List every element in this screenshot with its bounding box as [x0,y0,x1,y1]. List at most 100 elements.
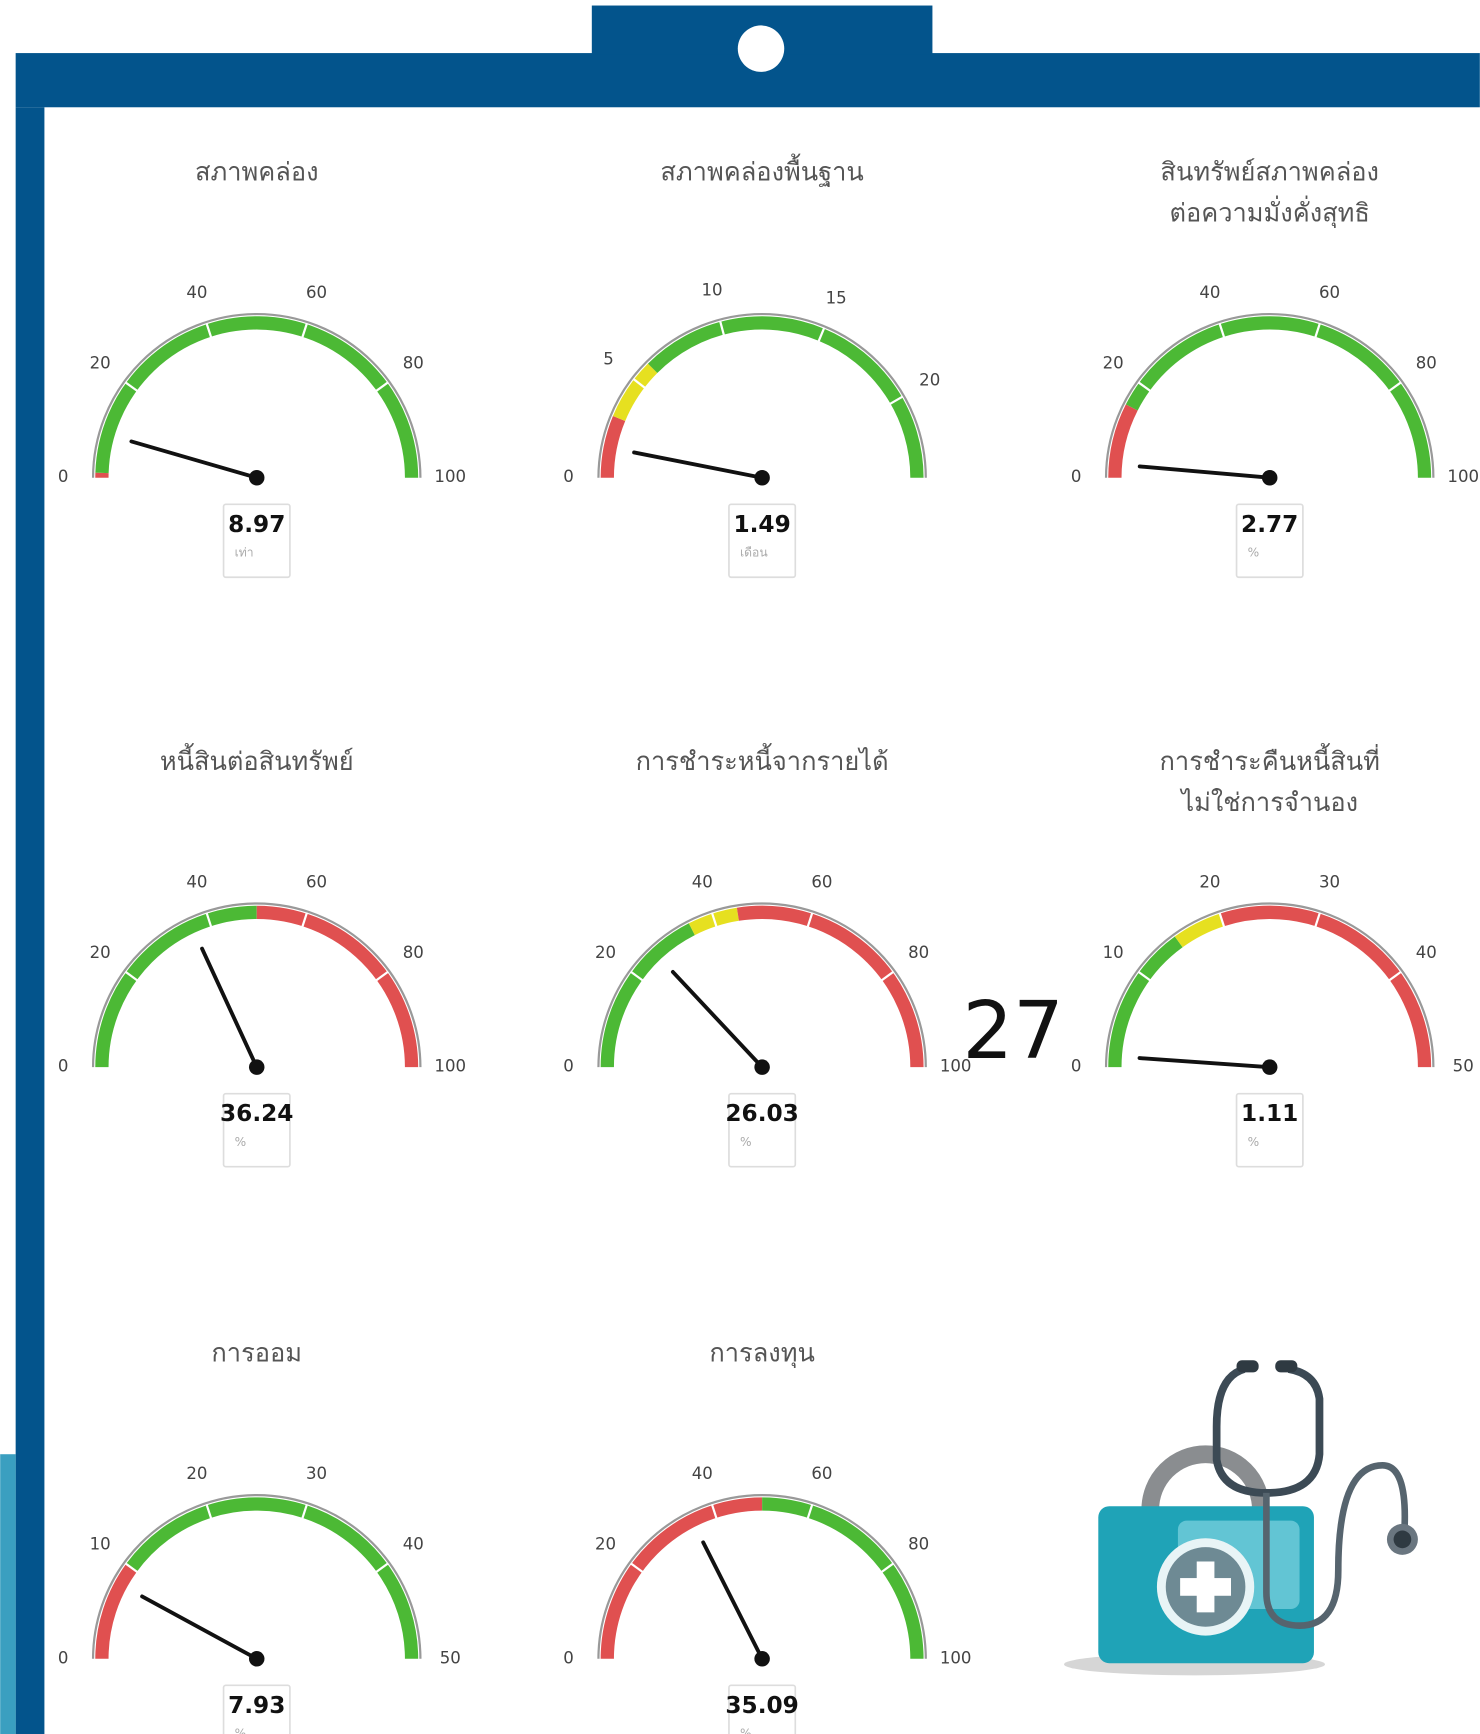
gauge-title: หนี้สินต่อสินทรัพย์ [160,743,354,776]
gauge-band [1108,404,1138,478]
needle [701,1540,765,1661]
tick-label: 0 [58,1057,69,1076]
tick-mark [205,322,213,339]
needle [140,1594,259,1661]
tick-label: 20 [90,943,111,962]
gauge-band [600,415,626,478]
tick-label: 40 [692,873,713,892]
tick-label: 60 [1319,283,1340,302]
tick-label: 0 [58,1648,69,1667]
gauge-band [762,1497,924,1659]
value-box [728,1092,797,1168]
gauge-rim [91,313,422,478]
tab-hole [737,25,785,72]
unit-label: เท่า [235,545,254,559]
tick-label: 50 [440,1648,461,1667]
tick-label: 20 [186,1464,207,1483]
tick-mark [301,1503,309,1520]
tick-label: 100 [434,467,466,486]
gauge-band [1108,936,1183,1068]
tick-label: 40 [1416,943,1437,962]
tick-mark [1218,322,1226,339]
corner-block [0,1454,16,1734]
tick-label: 100 [940,1648,972,1667]
needle-hub [754,1059,770,1075]
tick-mark [817,327,826,343]
tick-label: 10 [701,280,722,299]
tick-mark [1314,322,1321,339]
gauge-band [612,363,658,422]
tick-mark [806,1503,814,1520]
value-label: 8.97 [228,511,285,538]
tick-label: 0 [563,467,574,486]
gauge: การชำระคืนหนี้สินที่ไม่ใช่การจำนอง 0 10 20 3… [1071,743,1474,1168]
tick-label: 0 [1071,467,1082,486]
tick-label: 20 [90,353,111,372]
gauge-rim [91,902,422,1068]
gauge-title: การลงทุน [709,1338,814,1369]
tick-mark [301,322,309,339]
gauge: การลงทุน 0 20 40 60 80 100 35.09% [563,1338,971,1734]
tick-mark [1137,381,1152,393]
value-label: 1.11 [1241,1100,1298,1127]
gauge: การชำระหนี้จากรายได้ 0 20 40 60 80 100 26.03% [563,743,972,1168]
gauge-rim [597,313,927,478]
gauge: หนี้สินต่อสินทรัพย์ 0 20 40 60 80 100 36.24% [58,743,466,1168]
gauge-band [126,1497,419,1659]
tick-label: 100 [434,1057,466,1076]
tick-label: 40 [186,283,207,302]
gauge-band [736,905,924,1068]
tick-label: 0 [58,467,69,486]
tick-label: 60 [811,873,832,892]
needle-hub [754,469,770,486]
value-box [222,503,291,579]
tick-label: 0 [1071,1057,1082,1076]
tick-mark [629,1562,644,1574]
needle-hub [1261,469,1278,486]
tick-label: 20 [1103,353,1124,372]
tick-mark [1314,912,1321,928]
gauge-title: ต่อความมั่งคั่งสุทธิ [1169,196,1369,229]
tick-label: 60 [306,283,327,302]
tick-mark [301,912,309,928]
tick-mark [375,1562,389,1574]
gauge-band [1219,905,1432,1068]
tick-mark [632,377,647,390]
tick-mark [806,912,814,928]
tick-label: 100 [940,1057,972,1076]
left-border [15,107,45,1734]
needle-hub [248,469,265,486]
tick-mark [1388,970,1402,982]
tick-label: 50 [1453,1057,1474,1076]
tick-label: 80 [403,353,424,372]
needle-hub [248,1651,265,1667]
tick-label: 20 [595,943,616,962]
unit-label: เดือน [740,545,768,559]
tick-label: 40 [186,873,207,892]
gauge-band [95,905,257,1068]
unit-label: % [235,1726,247,1734]
needle [1137,1056,1272,1070]
gauge-rim [597,1494,927,1659]
needle [670,970,765,1070]
tick-mark [888,395,904,406]
value-label: 7.93 [228,1692,285,1719]
gauge: สภาพคล่องพื้นฐาน 0 5 10 15 20 1.49 เดือน [563,154,940,579]
gauge-title: การออม [211,1338,302,1368]
gauge-title: การชำระหนี้จากรายได้ [636,743,889,776]
gauge-title: สภาพคล่อง [195,157,319,187]
tick-label: 15 [826,288,847,307]
gauge: สินทรัพย์สภาพคล่องต่อความมั่งคั่งสุทธิ 0 2… [1071,157,1479,579]
gauge-band [647,316,924,478]
tick-mark [124,1562,139,1574]
gauge-band [95,316,419,478]
tick-mark [124,381,139,393]
tick-label: 60 [811,1464,832,1483]
tick-mark [205,912,213,928]
gauge-band [600,1497,763,1659]
tick-label: 10 [1103,943,1124,962]
value-box [222,1684,291,1734]
tick-label: 20 [595,1535,616,1554]
tick-label: 80 [908,943,929,962]
